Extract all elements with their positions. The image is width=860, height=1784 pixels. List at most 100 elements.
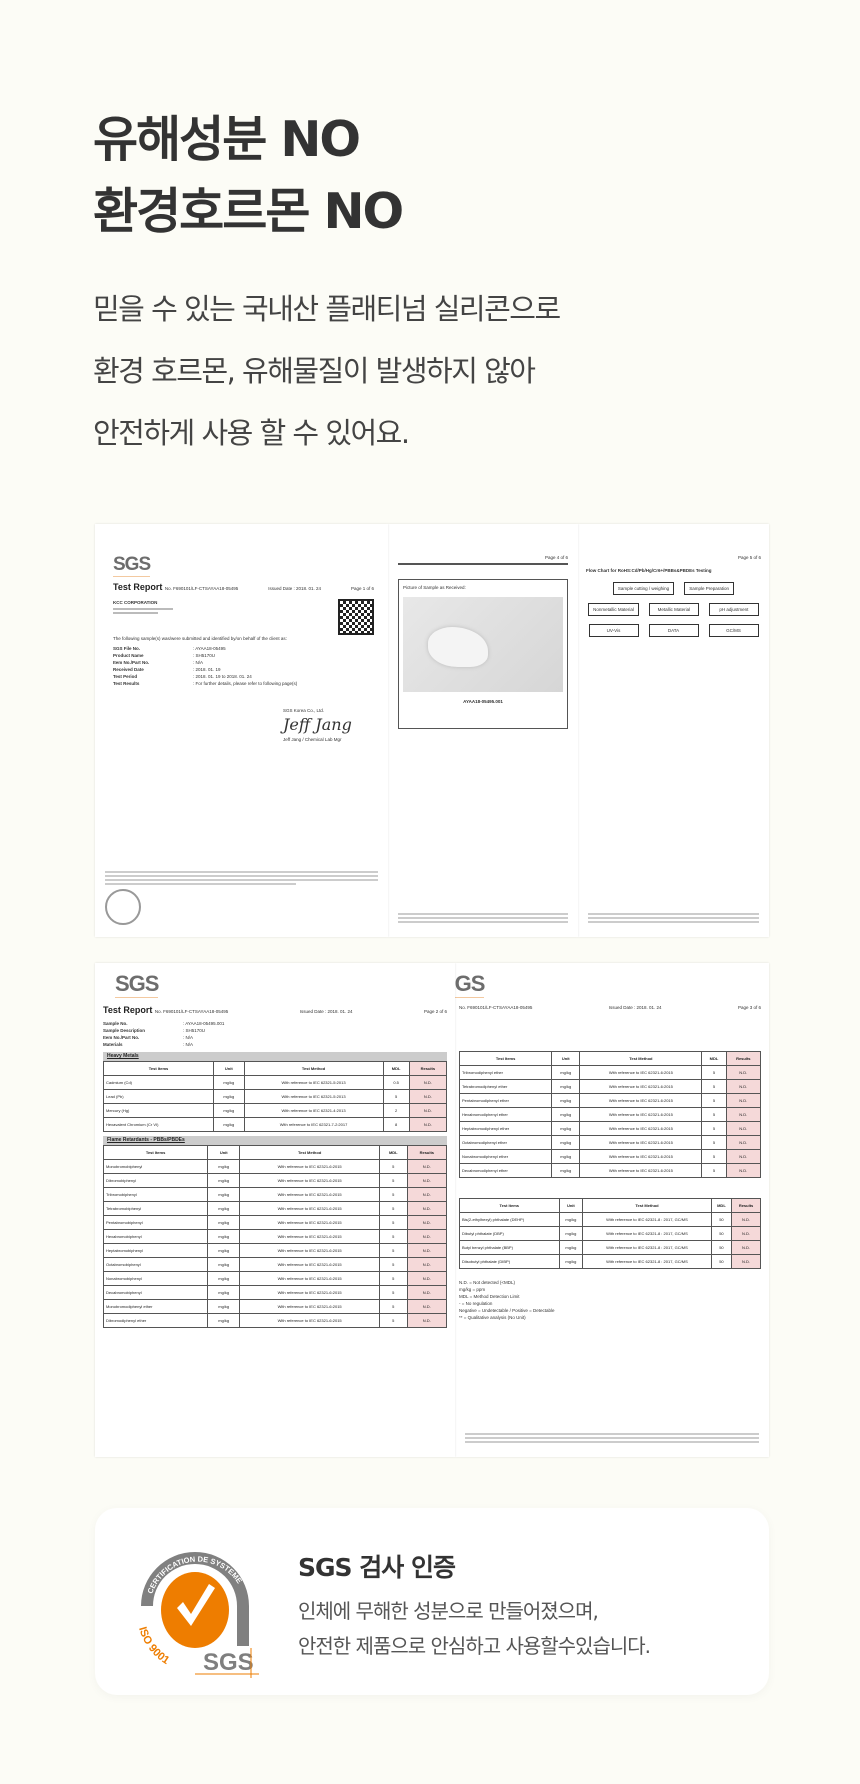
table-cell: mg/kg — [207, 1243, 241, 1258]
column-header: Results — [731, 1198, 761, 1213]
table-header-row: Test Items Unit Test Method MDL Results — [458, 1051, 762, 1066]
table-cell: With reference to IEC 62321-6:2015 — [579, 1163, 703, 1178]
field-value: : 2018. 01. 19 — [193, 667, 221, 672]
issued-date: Issued Date : 2018. 01. 24 — [268, 586, 321, 591]
table-cell: Heptabromobiphenyl — [102, 1243, 209, 1258]
table-cell: Tribromodiphenyl ether — [458, 1065, 553, 1080]
table-header-row: Test Items Unit Test Method MDL Results — [459, 1198, 761, 1213]
certification-desc-line-2: 안전한 제품으로 안심하고 사용할수있습니다. — [298, 1634, 651, 1658]
column-header: Unit — [213, 1061, 245, 1076]
test-report-page-3: SGS No. F690101/LF-CTSAYAA18-05495 Issue… — [455, 963, 769, 1457]
table-cell: mg/kg — [207, 1187, 241, 1202]
table-cell: mg/kg — [558, 1254, 584, 1269]
table-cell: Hexabromodiphenyl ether — [458, 1107, 553, 1122]
table-cell: N.D. — [406, 1271, 448, 1286]
note: MDL = Method Detection Limit — [459, 1294, 520, 1299]
table-row: Tetrabromodiphenyl ether mg/kg With refere… — [458, 1079, 762, 1094]
table-cell: With reference to IEC 62321-6:2015 — [579, 1065, 703, 1080]
table-cell: Nonabromobiphenyl — [102, 1271, 209, 1286]
table-cell: N.D. — [408, 1117, 448, 1132]
table-cell: With reference to IEC 62321-6:2015 — [239, 1159, 380, 1174]
report-no: No. F690101/LF-CTSAYAA18-05495 — [164, 586, 239, 591]
table-cell: mg/kg — [558, 1240, 584, 1255]
table-cell: N.D. — [725, 1093, 762, 1108]
flowchart-step: DATA — [648, 624, 699, 637]
column-header: MDL — [701, 1051, 727, 1066]
phthalates-table: Test Items Unit Test Method MDL Results Bis(2… — [459, 1198, 761, 1269]
table-cell: N.D. — [725, 1121, 762, 1136]
table-cell: 50 — [710, 1240, 733, 1255]
table-cell: mg/kg — [207, 1215, 241, 1230]
table-cell: mg/kg — [558, 1212, 584, 1227]
table-cell: mg/kg — [551, 1149, 581, 1164]
table-row: Butyl benzyl phthalate (BBP) mg/kg With re… — [459, 1240, 761, 1255]
field-value: : 2018. 01. 19 to 2018. 01. 24 — [193, 674, 252, 679]
table-cell: With reference to IEC 62321-6:2015 — [239, 1243, 380, 1258]
table-cell: With reference to IEC 62321-6:2015 — [239, 1257, 380, 1272]
flowchart: Sample cutting / weighing Sample Preparat… — [586, 582, 761, 637]
notes: N.D. = Not detected (<MDL) mg/kg = ppm MDL… — [459, 1279, 761, 1321]
table-cell: mg/kg — [551, 1079, 581, 1094]
table-row: Nonabromodiphenyl ether mg/kg With referen… — [458, 1149, 762, 1164]
table-row: Diisobutyl phthalate (DIBP) mg/kg With ref… — [459, 1254, 761, 1269]
table-cell: mg/kg — [551, 1135, 581, 1150]
table-cell: Bis(2-ethylhexyl) phthalate (DEHP) — [459, 1212, 560, 1227]
table-cell: With reference to IEC 62321-6:2015 — [239, 1313, 380, 1328]
sample-id: AYAA18-05495.001 — [463, 699, 503, 704]
field-value: : AYAA18-05495 — [193, 646, 226, 651]
report-header: Test Report No. F690101/LF-CTSAYAA18-054… — [103, 1004, 447, 1016]
table-cell: With reference to IEC 62321-6:2015 — [239, 1229, 380, 1244]
table-row: Hexavalent Chromium (Cr VI) mg/kg With ref… — [102, 1117, 448, 1132]
test-report-page-4: Page 4 of 6 Picture of Sample as Receive… — [388, 524, 578, 937]
flame-retardants-table: Test Items Unit Test Method MDL Results Monob… — [102, 1145, 448, 1328]
description-line-2: 환경 호르몬, 유해물질이 발생하지 않아 — [93, 354, 536, 388]
table-cell: N.D. — [725, 1149, 762, 1164]
table-cell: Diisobutyl phthalate (DIBP) — [459, 1254, 560, 1269]
column-header: Test Items — [102, 1145, 209, 1160]
table-cell: N.D. — [406, 1159, 448, 1174]
field-row: Sample Description: SH5170U — [103, 1027, 447, 1034]
table-cell: mg/kg — [207, 1285, 241, 1300]
table-cell: N.D. — [406, 1299, 448, 1314]
table-row: Dibromobiphenyl mg/kg With reference to IE… — [102, 1173, 448, 1188]
page-footer — [105, 869, 378, 925]
table-cell: With reference to IEC 62321-5:2013 — [243, 1075, 384, 1090]
table-cell: 50 — [710, 1254, 733, 1269]
certification-desc-line-1: 인체에 무해한 성분으로 만들어졌으며, — [298, 1599, 599, 1623]
field-label: Item No./Part No. — [113, 660, 150, 665]
table-cell: 5 — [378, 1285, 408, 1300]
table-row: Tribromodiphenyl ether mg/kg With referenc… — [458, 1065, 762, 1080]
table-row: Nonabromobiphenyl mg/kg With reference to … — [102, 1271, 448, 1286]
test-report-page-1: SGS Test Report No. F690101/LF-CTSAYAA18… — [95, 524, 388, 937]
field-label: Product Name — [113, 653, 144, 658]
table-cell: 50 — [710, 1212, 733, 1227]
table-cell: N.D. — [725, 1079, 762, 1094]
field-row: Materials: N/A — [103, 1041, 447, 1048]
column-header: Test Items — [458, 1051, 553, 1066]
column-header: Results — [725, 1051, 762, 1066]
table-cell: N.D. — [406, 1257, 448, 1272]
table-row: Pentabromodiphenyl ether mg/kg With refere… — [458, 1093, 762, 1108]
table-cell: N.D. — [406, 1285, 448, 1300]
table-cell: N.D. — [725, 1163, 762, 1178]
table-cell: With reference to IEC 62321-6:2015 — [239, 1173, 380, 1188]
table-cell: 5 — [701, 1163, 727, 1178]
page-number: Page 4 of 6 — [544, 555, 568, 560]
table-cell: With reference to IEC 62321-8 : 2017, GC… — [582, 1212, 712, 1227]
table-cell: 5 — [378, 1201, 408, 1216]
page-number: Page 2 of 6 — [423, 1009, 447, 1014]
flowchart-step: Nonmetallic Material — [588, 603, 639, 616]
table-row: Mercury (Hg) mg/kg With reference to IEC 6… — [102, 1103, 448, 1118]
table-cell: mg/kg — [558, 1226, 584, 1241]
table-cell: 5 — [378, 1159, 408, 1174]
table-cell: N.D. — [731, 1254, 761, 1269]
table-cell: mg/kg — [207, 1271, 241, 1286]
table-cell: N.D. — [406, 1173, 448, 1188]
sample-photo — [403, 597, 563, 692]
field-row: Received Date: 2018. 01. 19 — [113, 666, 374, 673]
table-row: Octabromodiphenyl ether mg/kg With referen… — [458, 1135, 762, 1150]
table-cell: 5 — [701, 1149, 727, 1164]
report-title: Test Report — [113, 582, 163, 592]
check-icon — [177, 1584, 215, 1626]
table-cell: 5 — [378, 1229, 408, 1244]
